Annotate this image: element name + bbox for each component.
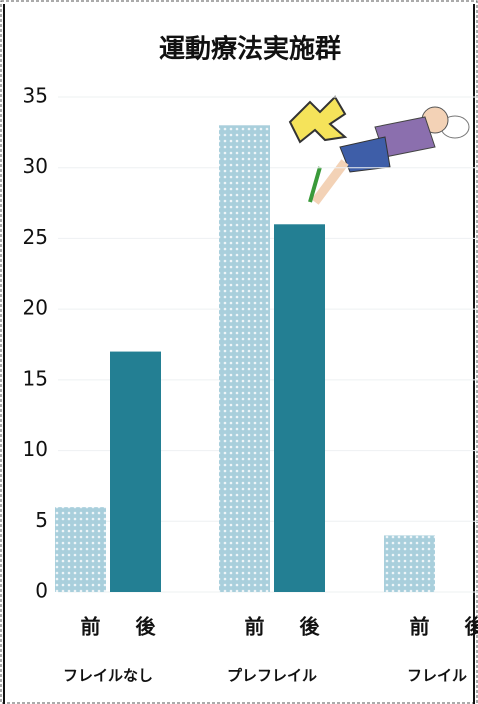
y-tick-label: 30: [23, 154, 48, 178]
legs: [339, 136, 391, 173]
x-tick-label: フレイルなし: [63, 667, 153, 685]
y-tick-label: 0: [35, 579, 48, 603]
series-label: 前: [245, 615, 265, 639]
series-label: 前: [410, 615, 430, 639]
band: [308, 166, 322, 203]
y-tick-label: 25: [23, 225, 48, 249]
y-tick-label: 15: [23, 366, 48, 390]
chart-title: 運動療法実施群: [159, 34, 341, 65]
arrow-icon: [288, 95, 348, 144]
series-label: 後: [300, 615, 321, 639]
bar: [274, 224, 325, 593]
series-label: 後: [136, 615, 157, 639]
y-tick-label: 20: [23, 296, 48, 320]
leg: [311, 159, 349, 205]
bar: [384, 535, 435, 592]
series-label: 前: [81, 615, 101, 639]
x-tick-label: プレフレイル: [227, 667, 317, 685]
x-tick-label: フレイル: [407, 667, 467, 685]
illustration: [288, 95, 470, 205]
y-tick-label: 5: [35, 508, 48, 532]
y-tick-label: 10: [23, 437, 48, 461]
series-label: 後: [465, 615, 478, 639]
y-tick-label: 35: [23, 84, 48, 108]
bar: [110, 351, 161, 592]
bar: [219, 125, 270, 593]
bar: [55, 507, 106, 592]
